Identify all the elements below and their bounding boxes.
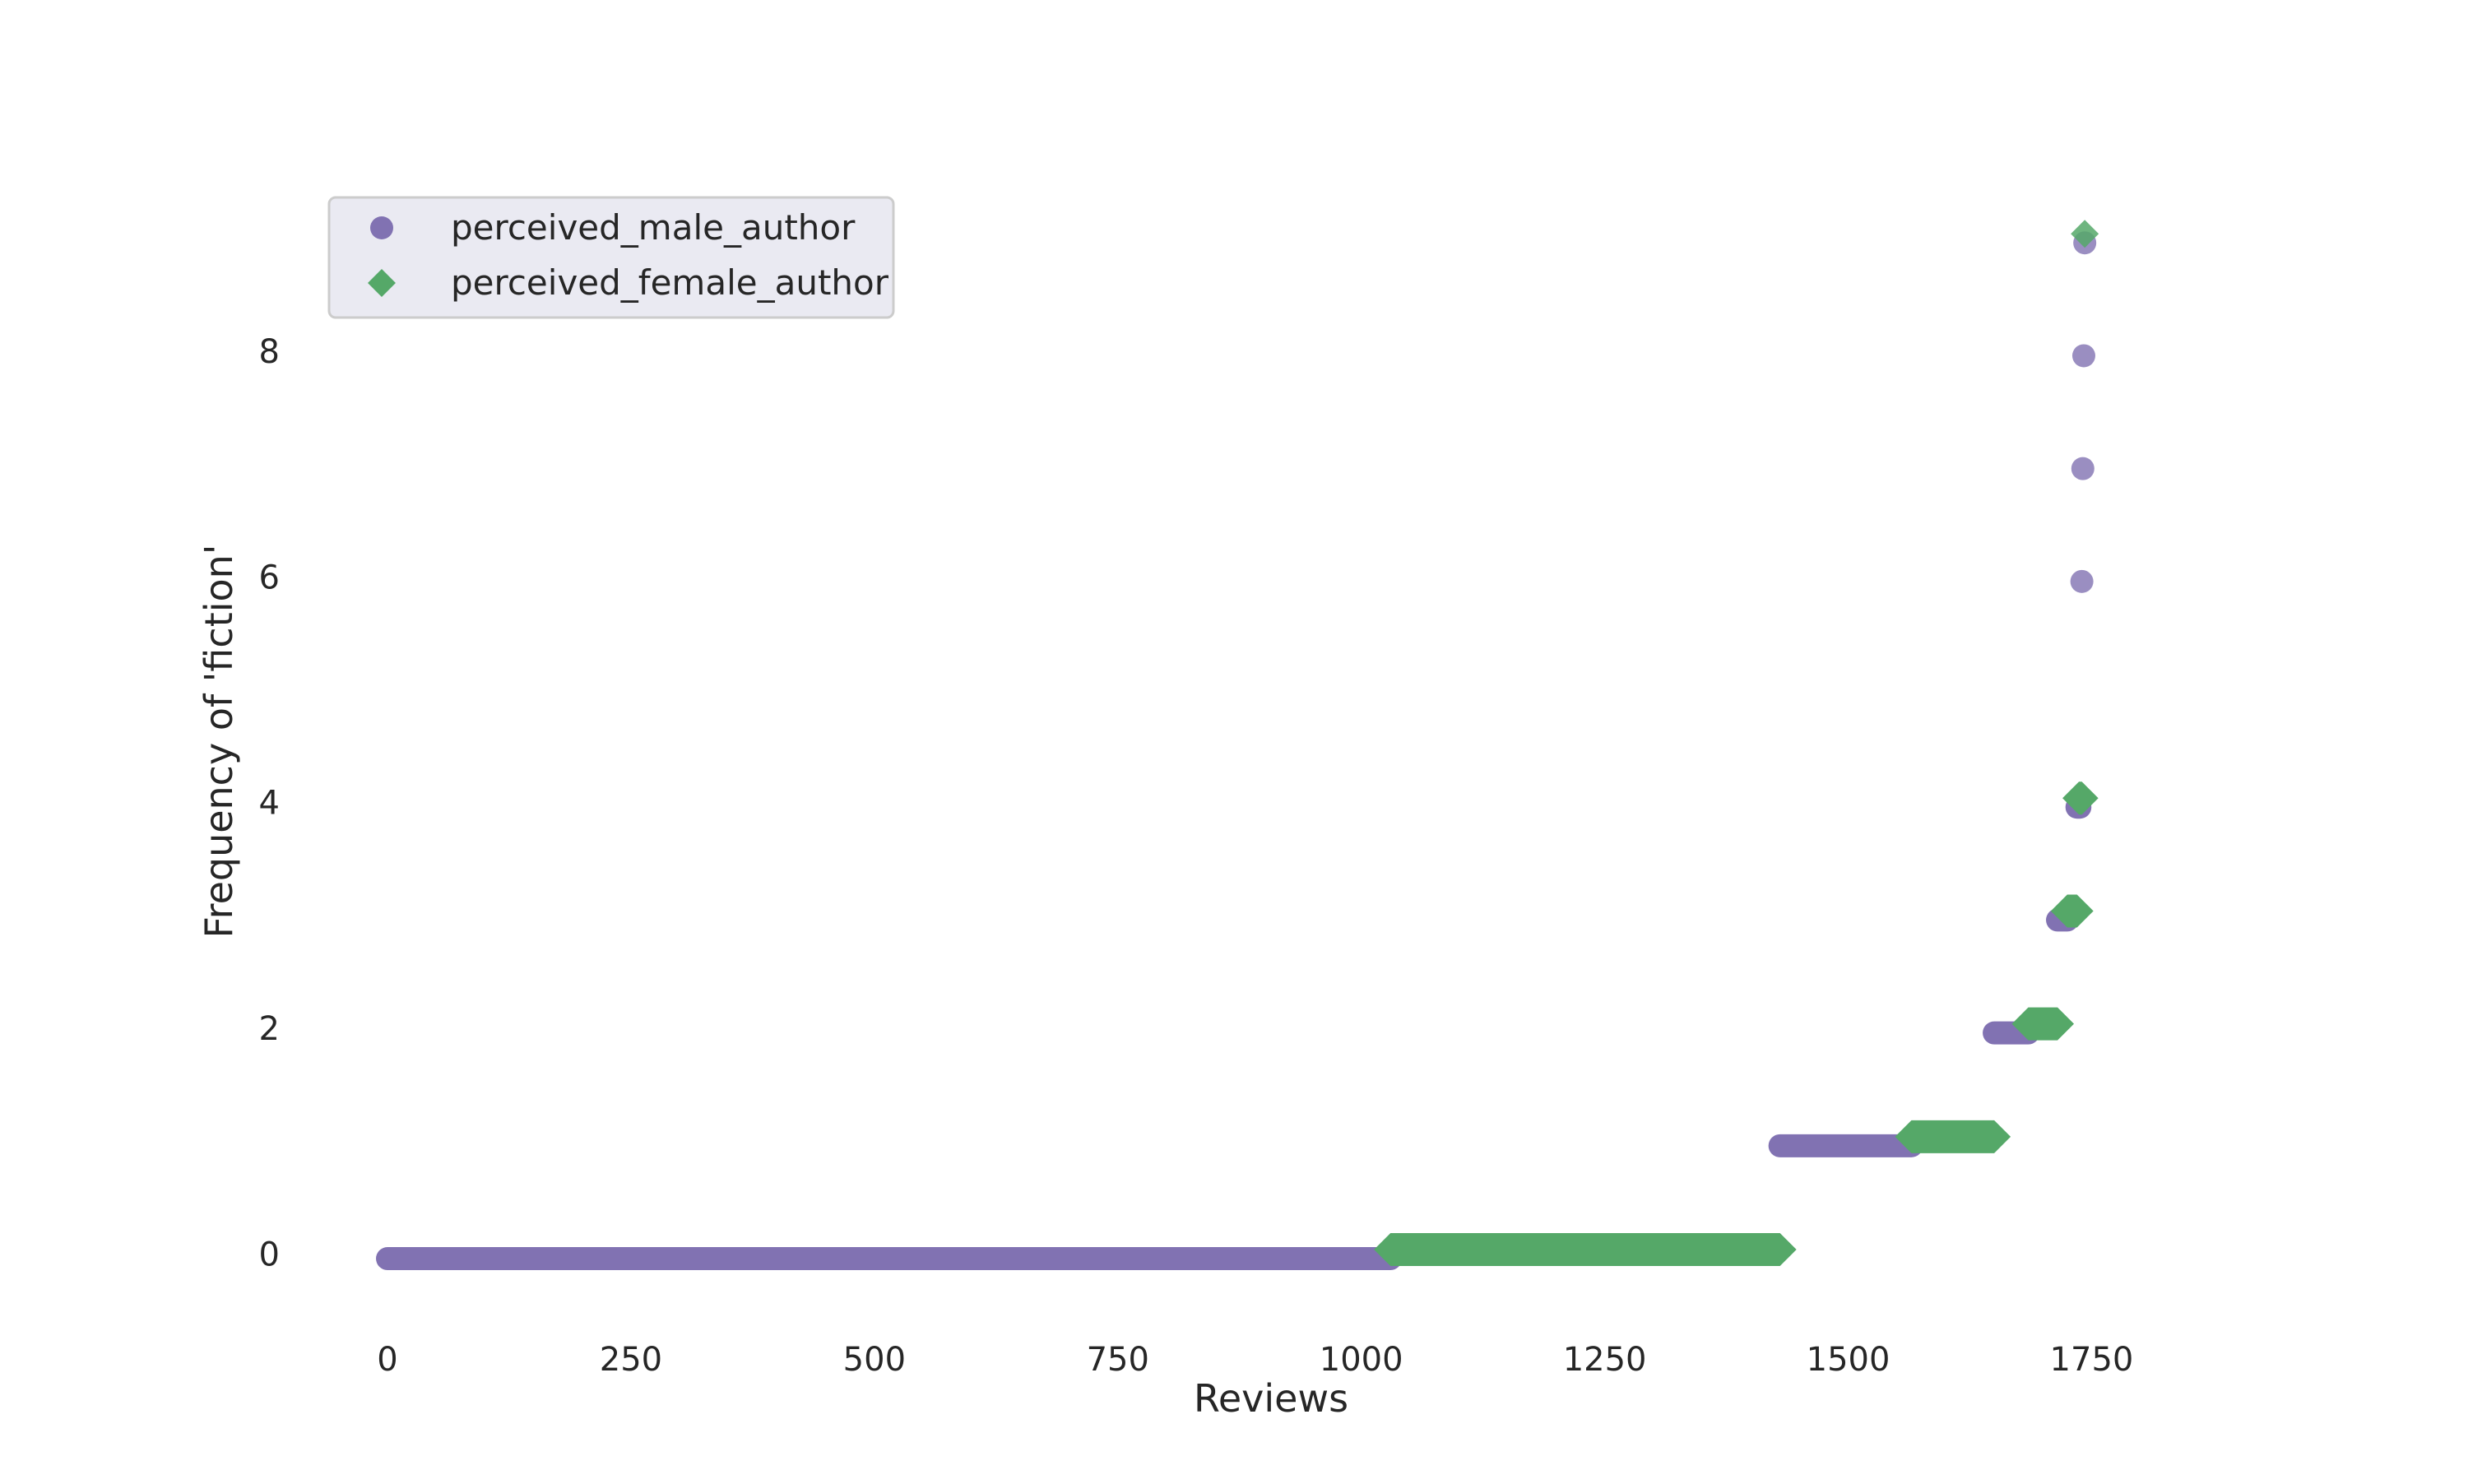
y-tick-label: 2 [259,1010,280,1048]
male-point-run [376,1247,1403,1271]
legend: perceived_male_author perceived_female_a… [327,196,895,319]
ticks-layer: 0 250 500 750 1000 1250 1500 1750 0 2 4 6 8 [259,333,2134,1379]
x-tick-label: 750 [1087,1341,1149,1379]
male-point-run [1768,1134,1923,1157]
y-tick-label: 6 [259,559,280,596]
x-tick-label: 0 [377,1341,397,1379]
female-point-run [2011,1007,2075,1041]
x-tick-label: 500 [843,1341,906,1379]
male-point [2071,344,2095,368]
x-tick-label: 1500 [1807,1341,1890,1379]
y-axis-label: Frequency of 'fiction' [197,545,241,939]
legend-marker-female [368,269,396,297]
legend-marker-male [370,216,393,239]
female-point-run [2062,781,2099,815]
female-point-run [2050,894,2094,928]
male-point [2070,569,2094,593]
marks-layer [376,220,2099,1271]
x-tick-label: 1250 [1563,1341,1647,1379]
male-point [2071,457,2095,480]
x-axis-label: Reviews [1194,1376,1348,1421]
female-point-run [1374,1233,1797,1267]
y-tick-label: 0 [259,1236,280,1274]
legend-label-male: perceived_male_author [451,207,856,248]
x-tick-label: 250 [600,1341,662,1379]
legend-box [327,196,895,319]
x-tick-label: 1000 [1320,1341,1403,1379]
female-point [2071,220,2099,248]
y-tick-label: 8 [259,333,280,371]
x-tick-label: 1750 [2050,1341,2134,1379]
legend-label-female: perceived_female_author [451,262,889,303]
y-tick-label: 4 [259,785,280,823]
female-point-run [1895,1120,2011,1153]
